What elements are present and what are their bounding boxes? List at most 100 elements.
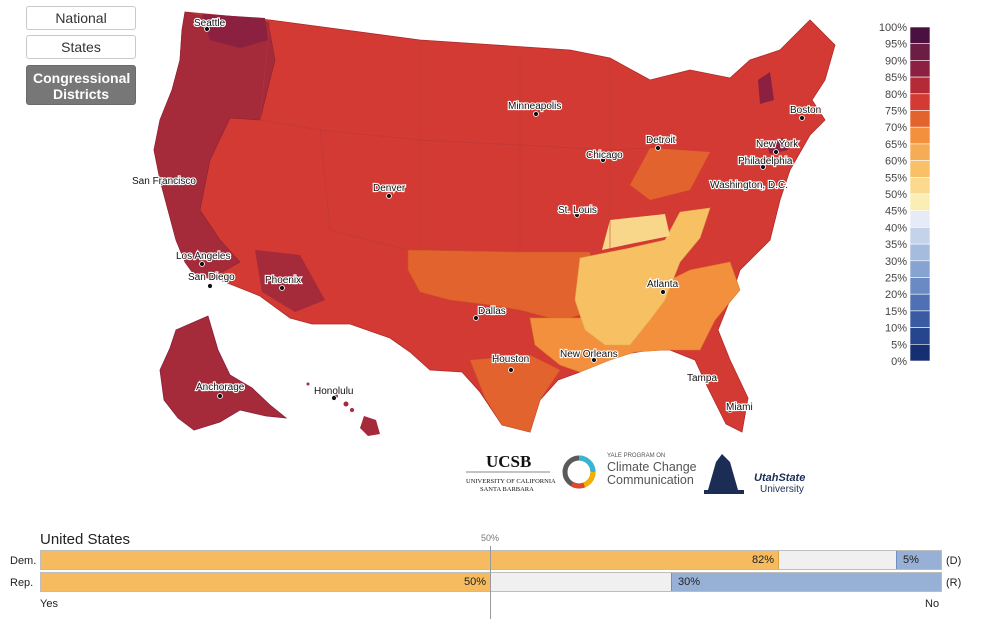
- alaska-shape[interactable]: [159, 315, 288, 431]
- legend-swatch: [909, 60, 931, 78]
- city-label-new-york: New York: [756, 139, 799, 150]
- legend-tick-label: 50%: [885, 189, 907, 201]
- city-marker: [759, 185, 765, 191]
- legend-tick-label: 100%: [879, 22, 907, 34]
- legend-tick-label: 15%: [885, 306, 907, 318]
- no-axis-label: No: [925, 598, 940, 610]
- utah-state-logo: UtahState University: [704, 454, 805, 495]
- hawaii-big-island[interactable]: [360, 416, 380, 436]
- rep-no-segment[interactable]: 30%: [671, 573, 941, 591]
- city-marker: [574, 212, 580, 218]
- texas-orange-region[interactable]: [469, 354, 561, 433]
- states-view-button[interactable]: States: [26, 35, 136, 59]
- city-label-new-orleans: New Orleans: [560, 349, 618, 360]
- city-marker: [473, 315, 479, 321]
- city-marker: [217, 393, 223, 399]
- city-marker: [727, 407, 733, 413]
- national-view-button[interactable]: National: [26, 6, 136, 30]
- legend-tick-label: 40%: [885, 222, 907, 234]
- legend-tick-label: 75%: [885, 106, 907, 118]
- color-scale-legend: 100% 95% 90% 85% 80% 75% 70% 65% 60% 55% 50% 45% 40%…: [879, 22, 931, 368]
- legend-swatch: [909, 193, 931, 212]
- svg-text:UCSB: UCSB: [486, 452, 531, 471]
- legend-tick-label: 20%: [885, 289, 907, 301]
- seattle-dark-patch[interactable]: [202, 14, 268, 48]
- city-marker: [331, 395, 337, 401]
- city-marker: [533, 111, 539, 117]
- legend-swatch: [909, 143, 931, 161]
- city-marker: [158, 180, 164, 186]
- city-label-seattle: Seattle: [194, 18, 226, 29]
- congressional-districts-view-button[interactable]: Congressional Districts: [26, 65, 136, 105]
- dem-no-segment[interactable]: 5%: [896, 551, 941, 569]
- legend-tick-label: 55%: [885, 172, 907, 184]
- city-marker: [207, 283, 213, 289]
- legend-tick-label: 5%: [891, 339, 907, 351]
- legend-swatch: [909, 177, 931, 195]
- legend-swatches: [909, 26, 931, 362]
- legend-swatch: [909, 227, 931, 245]
- legend-labels: 100% 95% 90% 85% 80% 75% 70% 65% 60% 55% 50% 45% 40%…: [879, 22, 907, 368]
- city-label-phoenix: Phoenix: [265, 275, 301, 286]
- legend-tick-label: 80%: [885, 89, 907, 101]
- us-district-map[interactable]: Seattle San Francisco Los Angeles San Di…: [90, 0, 860, 450]
- legend-swatch: [909, 343, 931, 362]
- city-marker: [655, 145, 661, 151]
- city-label-atlanta: Atlanta: [647, 279, 679, 290]
- city-label-washington-dc: Washington, D.C.: [710, 180, 788, 191]
- svg-text:UtahState: UtahState: [754, 472, 805, 484]
- legend-swatch: [909, 293, 931, 312]
- city-label-san-francisco: San Francisco: [132, 176, 196, 187]
- svg-text:YALE PROGRAM ON: YALE PROGRAM ON: [607, 453, 665, 459]
- appalachia-light-region[interactable]: [602, 214, 670, 250]
- city-label-dallas: Dallas: [478, 306, 506, 317]
- city-marker: [697, 377, 703, 383]
- pacific-coast-dark-region[interactable]: [153, 11, 276, 277]
- svg-text:SANTA BARBARA: SANTA BARBARA: [480, 486, 534, 493]
- row-label-dem: Dem.: [10, 555, 37, 567]
- city-label-chicago: Chicago: [586, 150, 623, 161]
- svg-text:Climate Change: Climate Change: [607, 460, 697, 474]
- city-marker: [760, 164, 766, 170]
- legend-swatch: [909, 93, 931, 111]
- legend-tick-label: 60%: [885, 156, 907, 168]
- bar-track-rep[interactable]: 50% 30%: [40, 572, 942, 592]
- city-marker: [279, 285, 285, 291]
- rep-yes-segment[interactable]: 50%: [41, 573, 491, 591]
- legend-swatch: [909, 126, 931, 145]
- legend-tick-label: 25%: [885, 273, 907, 285]
- vermont-dark-patch[interactable]: [758, 72, 774, 104]
- ucsb-logo: UCSB UNIVERSITY OF CALIFORNIA SANTA BARB…: [466, 452, 556, 493]
- legend-tick-label: 95%: [885, 39, 907, 51]
- legend-swatch: [909, 210, 931, 228]
- svg-text:UNIVERSITY OF CALIFORNIA: UNIVERSITY OF CALIFORNIA: [466, 478, 556, 485]
- midpoint-label: 50%: [481, 533, 500, 543]
- legend-tick-label: 0%: [891, 356, 907, 368]
- legend-swatch: [909, 243, 931, 262]
- city-label-detroit: Detroit: [646, 135, 676, 146]
- legend-swatch: [909, 160, 931, 178]
- bar-track-dem[interactable]: 82% 5%: [40, 550, 942, 570]
- svg-text:University: University: [760, 484, 804, 495]
- legend-swatch: [909, 260, 931, 278]
- city-label-tampa: Tampa: [687, 373, 717, 384]
- legend-tick-label: 45%: [885, 206, 907, 218]
- legend-tick-label: 85%: [885, 72, 907, 84]
- yale-climate-logo: YALE PROGRAM ON Climate Change Communica…: [562, 453, 697, 489]
- nyc-dark-patch[interactable]: [766, 138, 788, 154]
- city-label-los-angeles: Los Angeles: [176, 251, 231, 262]
- city-label-philadelphia: Philadelphia: [738, 156, 793, 167]
- city-label-boston: Boston: [790, 105, 821, 116]
- oklahoma-arkansas-region[interactable]: [407, 249, 596, 319]
- dem-yes-segment[interactable]: 82%: [41, 551, 779, 569]
- legend-tick-label: 65%: [885, 139, 907, 151]
- ohio-orange-region[interactable]: [630, 148, 710, 200]
- city-label-denver: Denver: [373, 183, 406, 194]
- legend-swatch: [909, 110, 931, 128]
- city-label-anchorage: Anchorage: [196, 382, 245, 393]
- city-label-honolulu: Honolulu: [314, 386, 353, 397]
- state-boundaries: [259, 19, 651, 252]
- legend-swatch: [909, 76, 931, 95]
- southwest-dark-patch[interactable]: [255, 250, 325, 312]
- legend-swatch: [909, 310, 931, 328]
